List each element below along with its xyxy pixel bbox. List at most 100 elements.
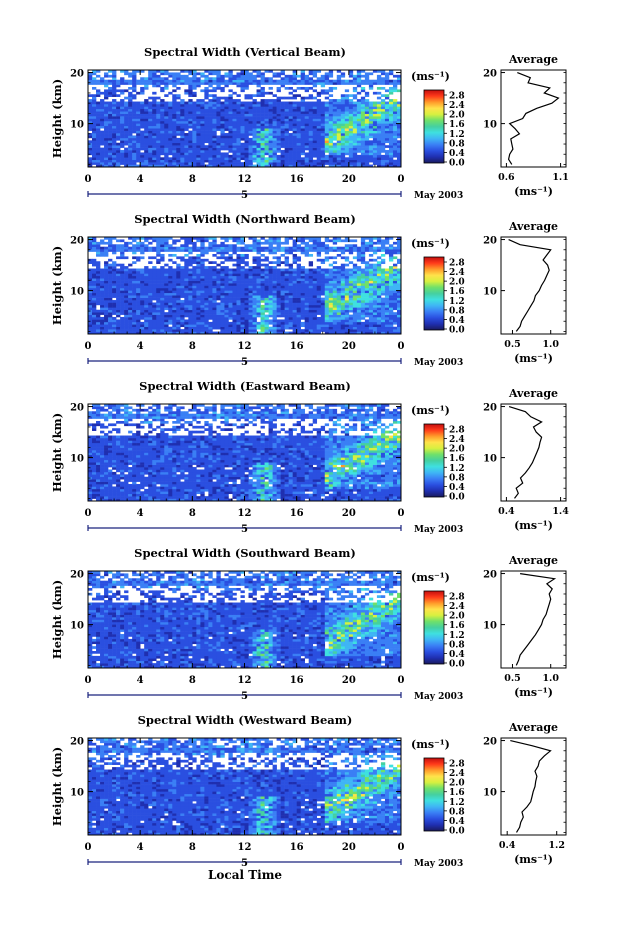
average-title: Average bbox=[508, 53, 558, 66]
colorbar-tick-label: 2.0 bbox=[449, 612, 465, 622]
colorbar-tick-label: 1.2 bbox=[449, 798, 465, 808]
date-label: May 2003 bbox=[414, 525, 463, 535]
panel-1: Spectral Width (Vertical Beam) 0 4 8 12 16 20 0… bbox=[50, 45, 569, 201]
y-axis-label: Height (km) bbox=[50, 747, 64, 826]
y-tick-label: 10 bbox=[70, 621, 84, 632]
y-axis-label: Height (km) bbox=[50, 413, 64, 492]
profile-frame bbox=[500, 737, 567, 836]
profile-frame bbox=[500, 403, 567, 502]
colorbar-tick-label: 2.4 bbox=[449, 769, 465, 779]
heatmap bbox=[88, 404, 402, 502]
profile-y-tick-label: 10 bbox=[483, 454, 497, 465]
y-tick-label: 10 bbox=[70, 454, 84, 465]
average-title: Average bbox=[508, 220, 558, 233]
colorbar bbox=[423, 423, 445, 498]
x-tick-label: 8 bbox=[189, 842, 196, 853]
colorbar-tick-label: 2.4 bbox=[449, 602, 465, 612]
profile-y-tick-label: 10 bbox=[483, 287, 497, 298]
x-tick-label: 0 bbox=[398, 341, 405, 352]
average-profile-line bbox=[508, 406, 543, 499]
average-title: Average bbox=[508, 387, 558, 400]
day-marker: 5 bbox=[241, 858, 248, 869]
profile-x-tick-label: 0.6 bbox=[498, 172, 515, 183]
y-tick-label: 20 bbox=[70, 737, 84, 748]
panel-title: Spectral Width (Eastward Beam) bbox=[139, 379, 351, 393]
x-tick-label: 0 bbox=[85, 675, 92, 686]
x-tick-label: 4 bbox=[137, 842, 144, 853]
profile-x-tick-label: 1.4 bbox=[552, 506, 569, 517]
profile-x-tick-label: 1.1 bbox=[552, 172, 569, 183]
colorbar-tick-label: 1.6 bbox=[449, 621, 465, 631]
colorbar-tick-label: 1.6 bbox=[449, 120, 465, 130]
x-tick-label: 8 bbox=[189, 508, 196, 519]
profile-x-label: (ms⁻¹) bbox=[514, 519, 553, 532]
x-tick-label: 4 bbox=[137, 174, 144, 185]
profile-y-tick-label: 20 bbox=[483, 570, 497, 581]
x-tick-label: 0 bbox=[398, 508, 405, 519]
colorbar-tick-label: 0.0 bbox=[449, 660, 465, 670]
x-tick-label: 0 bbox=[85, 341, 92, 352]
x-tick-label: 20 bbox=[342, 675, 356, 686]
colorbar-tick-label: 1.2 bbox=[449, 464, 465, 474]
average-title: Average bbox=[508, 721, 558, 734]
profile-x-tick-label: 1.0 bbox=[542, 673, 559, 684]
date-label: May 2003 bbox=[414, 358, 463, 368]
x-tick-label: 16 bbox=[290, 508, 304, 519]
panel-5: Spectral Width (Westward Beam) 0 4 8 12 16 20 0… bbox=[50, 713, 567, 869]
colorbar-tick-label: 0.4 bbox=[449, 316, 465, 326]
y-tick-label: 20 bbox=[70, 403, 84, 414]
y-axis-label: Height (km) bbox=[50, 580, 64, 659]
colorbar-tick-label: 1.6 bbox=[449, 454, 465, 464]
profile-frame bbox=[500, 236, 567, 335]
panel-3: Spectral Width (Eastward Beam) 0 4 8 12 16 20 0… bbox=[50, 379, 569, 535]
heatmap bbox=[88, 237, 402, 335]
colorbar-tick-label: 2.8 bbox=[449, 92, 465, 102]
colorbar-unit: (ms⁻¹) bbox=[411, 738, 450, 751]
profile-x-tick-label: 0.4 bbox=[498, 506, 515, 517]
colorbar-unit: (ms⁻¹) bbox=[411, 404, 450, 417]
colorbar-tick-label: 0.8 bbox=[449, 139, 465, 149]
colorbar-tick-label: 2.4 bbox=[449, 435, 465, 445]
y-tick-label: 20 bbox=[70, 69, 84, 80]
profile-y-tick-label: 20 bbox=[483, 236, 497, 247]
profile-x-label: (ms⁻¹) bbox=[514, 185, 553, 198]
profile-x-label: (ms⁻¹) bbox=[514, 853, 553, 866]
profile-x-label: (ms⁻¹) bbox=[514, 352, 553, 365]
average-profile-line bbox=[507, 72, 560, 165]
x-axis-label: Local Time bbox=[208, 868, 282, 882]
date-label: May 2003 bbox=[414, 692, 463, 702]
profile-y-tick-label: 20 bbox=[483, 69, 497, 80]
average-profile-line bbox=[515, 573, 557, 666]
colorbar-tick-label: 2.0 bbox=[449, 278, 465, 288]
x-tick-label: 20 bbox=[342, 341, 356, 352]
y-tick-label: 20 bbox=[70, 236, 84, 247]
y-axis-label: Height (km) bbox=[50, 79, 64, 158]
day-marker: 5 bbox=[241, 190, 248, 201]
day-marker: 5 bbox=[241, 357, 248, 368]
panel-4: Spectral Width (Southward Beam) 0 4 8 12 16 20… bbox=[50, 546, 567, 702]
date-label: May 2003 bbox=[414, 859, 463, 869]
colorbar-tick-label: 2.4 bbox=[449, 101, 465, 111]
x-tick-label: 4 bbox=[137, 341, 144, 352]
y-tick-label: 20 bbox=[70, 570, 84, 581]
y-axis-label: Height (km) bbox=[50, 246, 64, 325]
panel-title: Spectral Width (Vertical Beam) bbox=[144, 45, 346, 59]
colorbar-unit: (ms⁻¹) bbox=[411, 237, 450, 250]
colorbar-tick-label: 0.4 bbox=[449, 817, 465, 827]
colorbar-tick-label: 1.2 bbox=[449, 631, 465, 641]
colorbar bbox=[423, 590, 445, 665]
day-marker: 5 bbox=[241, 524, 248, 535]
average-profile-line bbox=[510, 740, 552, 833]
x-tick-label: 12 bbox=[238, 842, 252, 853]
x-tick-label: 0 bbox=[85, 174, 92, 185]
profile-frame bbox=[500, 570, 567, 669]
x-tick-label: 12 bbox=[238, 508, 252, 519]
colorbar-tick-label: 1.6 bbox=[449, 788, 465, 798]
x-tick-label: 0 bbox=[398, 675, 405, 686]
heatmap bbox=[88, 738, 402, 836]
colorbar-tick-label: 0.8 bbox=[449, 473, 465, 483]
x-tick-label: 16 bbox=[290, 341, 304, 352]
x-tick-label: 12 bbox=[238, 174, 252, 185]
x-tick-label: 0 bbox=[398, 842, 405, 853]
colorbar-tick-label: 0.8 bbox=[449, 640, 465, 650]
